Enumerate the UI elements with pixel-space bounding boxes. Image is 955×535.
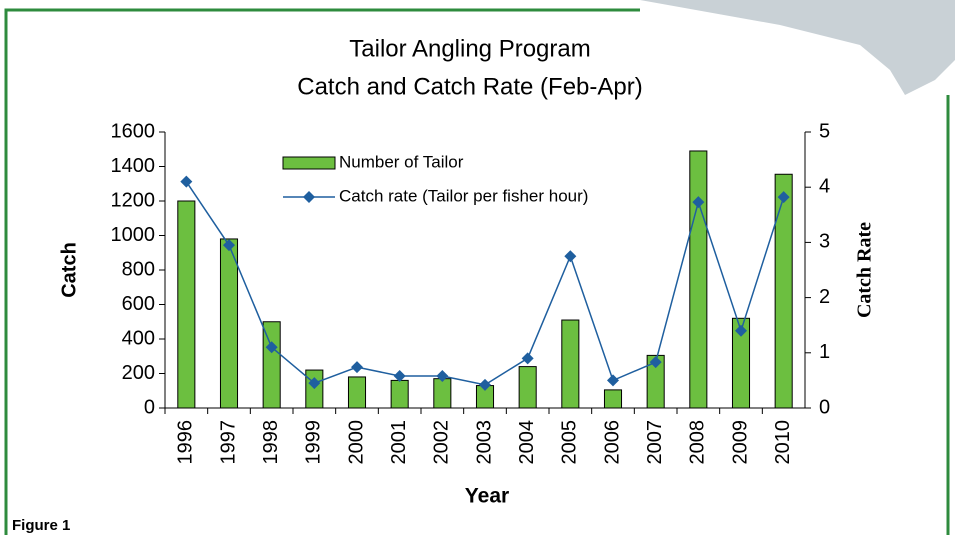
chart-title: Catch and Catch Rate (Feb-Apr) — [297, 73, 642, 100]
y-axis-title: Catch — [58, 242, 80, 298]
bar — [690, 151, 707, 408]
x-tick-label: 1998 — [260, 420, 282, 465]
y-tick-label: 1200 — [111, 189, 156, 211]
x-tick-label: 2002 — [431, 420, 453, 465]
legend-label: Number of Tailor — [339, 152, 464, 171]
marker — [180, 176, 192, 188]
y-tick-label: 400 — [122, 327, 155, 349]
x-tick-label: 1996 — [175, 420, 197, 465]
y2-tick-label: 2 — [819, 286, 830, 308]
y2-tick-label: 5 — [819, 120, 830, 142]
y2-tick-label: 4 — [819, 175, 830, 197]
chart: Tailor Angling Program Catch and Catch R… — [0, 0, 955, 535]
y-tick-label: 200 — [122, 362, 155, 384]
x-tick-label: 2006 — [601, 420, 623, 465]
bar — [562, 320, 579, 408]
marker — [564, 250, 576, 262]
x-tick-label: 2003 — [473, 420, 495, 465]
marker — [351, 361, 363, 373]
x-tick-label: 1999 — [303, 420, 325, 465]
bar — [178, 201, 195, 408]
y-tick-label: 800 — [122, 258, 155, 280]
x-tick-label: 2009 — [729, 420, 751, 465]
x-tick-label: 2008 — [687, 420, 709, 465]
fish-decoration — [640, 0, 955, 95]
y2-tick-label: 0 — [819, 396, 830, 418]
x-tick-label: 2005 — [559, 420, 581, 465]
y2-tick-label: 1 — [819, 341, 830, 363]
y-tick-label: 1600 — [111, 120, 156, 142]
marker — [607, 374, 619, 386]
x-axis-title: Year — [465, 485, 509, 508]
caption: Figure 1 — [12, 517, 70, 534]
bar — [348, 377, 365, 408]
bar — [604, 390, 621, 408]
legend-swatch — [283, 157, 335, 169]
bar — [519, 367, 536, 408]
x-tick-label: 2001 — [388, 420, 410, 465]
y-tick-label: 0 — [144, 396, 155, 418]
x-tick-label: 2007 — [644, 420, 666, 465]
marker — [522, 352, 534, 364]
y2-axis-title: Catch Rate — [854, 222, 876, 318]
bar — [391, 380, 408, 408]
bar — [434, 379, 451, 408]
legend-label: Catch rate (Tailor per fisher hour) — [339, 186, 588, 205]
bar — [775, 174, 792, 408]
x-tick-label: 1997 — [217, 420, 239, 465]
y-tick-label: 1000 — [111, 224, 156, 246]
legend-swatch — [303, 191, 315, 203]
y-tick-label: 600 — [122, 293, 155, 315]
chart-title: Tailor Angling Program — [349, 35, 590, 62]
y-tick-label: 1400 — [111, 155, 156, 177]
y2-tick-label: 3 — [819, 231, 830, 253]
x-tick-label: 2010 — [772, 420, 794, 465]
x-tick-label: 2000 — [345, 420, 367, 465]
x-tick-label: 2004 — [516, 420, 538, 465]
bar — [220, 239, 237, 408]
